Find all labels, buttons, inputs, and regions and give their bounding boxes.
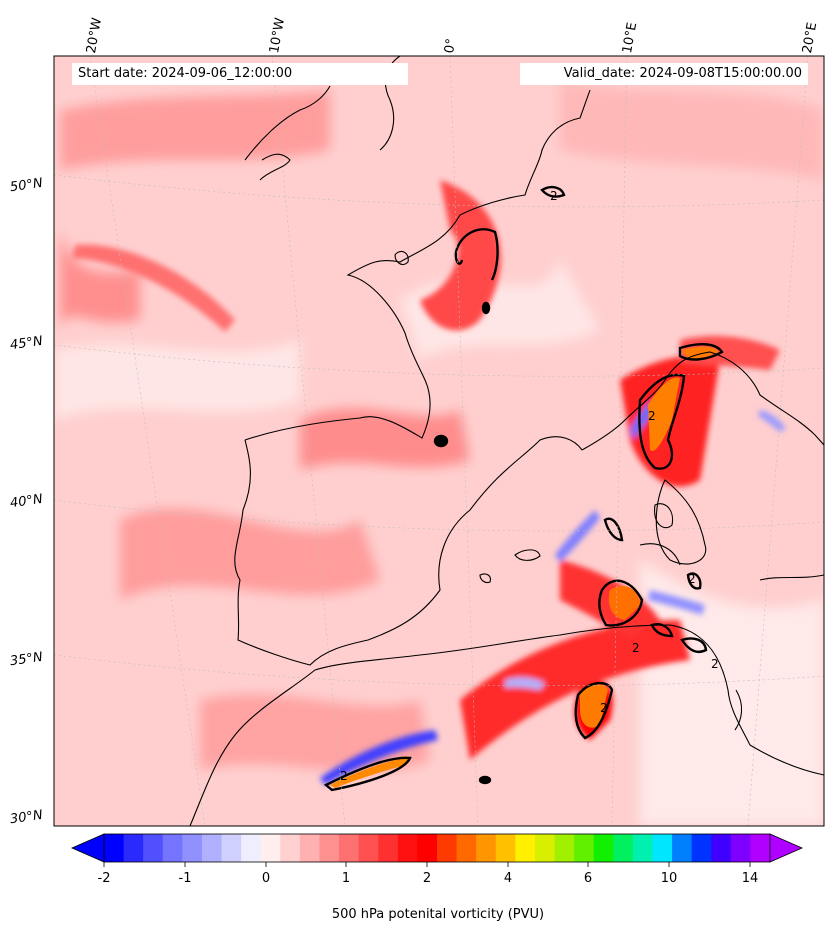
potential-vorticity-field: 2 2 2 2 2 2 2 [54, 56, 824, 826]
colorbar-segment [574, 834, 595, 862]
colorbar-segment [319, 834, 340, 862]
contour-label: 2 [632, 641, 640, 655]
colorbar-segment [143, 834, 164, 862]
colorbar-segment [613, 834, 634, 862]
colorbar-min-extend [71, 833, 105, 863]
colorbar-segment [476, 834, 497, 862]
colorbar-segment [299, 834, 320, 862]
colorbar-segment [162, 834, 183, 862]
colorbar-tick-label: 10 [660, 871, 678, 886]
colorbar-segment [554, 834, 575, 862]
colorbar-segment [730, 834, 751, 862]
contour-label: 2 [711, 657, 719, 671]
colorbar-title: 500 hPa potenital vorticity (PVU) [331, 907, 545, 922]
colorbar-segment [378, 834, 399, 862]
valid-date-label: Valid_date: 2024-09-08T15:00:00.00 [520, 63, 808, 85]
contour-label: 2 [550, 189, 558, 203]
colorbar-segment [182, 834, 203, 862]
lon-label-0: 0° [442, 37, 460, 55]
colorbar-segment [241, 834, 262, 862]
colorbar-segment [750, 834, 771, 862]
colorbar-segment [711, 834, 732, 862]
colorbar-segment [339, 834, 360, 862]
colorbar-frame [103, 833, 771, 863]
contour-label: 2 [648, 409, 656, 423]
colorbar-segment [417, 834, 438, 862]
colorbar-segment [280, 834, 301, 862]
colorbar-tick-label: 4 [503, 871, 513, 886]
colorbar-tick-label: 1 [341, 871, 351, 886]
colorbar-tick-label: 0 [261, 871, 271, 886]
colorbar-segments [104, 834, 771, 862]
colorbar-segment [397, 834, 418, 862]
colorbar-tick-label: 14 [741, 871, 759, 886]
colorbar-tick-label: -2 [97, 871, 111, 886]
coastlines [189, 56, 824, 826]
colorbar-tick-label: 6 [583, 871, 593, 886]
colorbar-segment [652, 834, 673, 862]
start-date-label: Start date: 2024-09-06_12:00:00 [72, 63, 408, 85]
colorbar-segment [437, 834, 458, 862]
colorbar-max-extend [769, 833, 803, 863]
map-frame [53, 55, 825, 827]
colorbar-segment [104, 834, 125, 862]
graticule [54, 56, 824, 826]
colorbar-segment [201, 834, 223, 862]
colorbar-tick-label: -1 [178, 871, 192, 886]
colorbar-segment [632, 834, 653, 862]
colorbar-segment [456, 834, 477, 862]
colorbar-segment [593, 834, 614, 862]
colorbar-segment [672, 834, 693, 862]
colorbar-segment [221, 834, 242, 862]
contour-label: 2 [688, 572, 696, 586]
contour-label: 2 [340, 769, 348, 783]
colorbar-segment [495, 834, 516, 862]
colorbar-segment [358, 834, 379, 862]
colorbar [71, 833, 803, 863]
contour-value-labels: 2 2 2 2 2 2 2 [340, 189, 719, 783]
colorbar-tick-label: 2 [422, 871, 432, 886]
colorbar-segment [691, 834, 712, 862]
colorbar-segment [123, 834, 144, 862]
contour-label: 2 [600, 701, 608, 715]
pv2-contour-lines [323, 185, 724, 792]
colorbar-segment [534, 834, 556, 862]
colorbar-segment [515, 834, 536, 862]
colorbar-segment [260, 834, 281, 862]
